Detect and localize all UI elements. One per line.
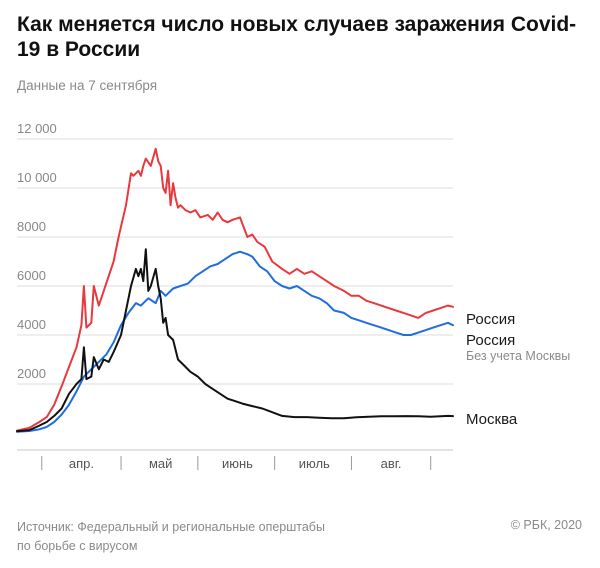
copyright: © РБК, 2020	[510, 518, 582, 532]
x-tick-label: авг.	[381, 456, 402, 471]
chart-title: Как меняется число новых случаев заражен…	[17, 13, 577, 61]
series-label: Россия	[466, 311, 515, 328]
series-line	[16, 250, 454, 433]
series-label: Россия	[466, 332, 515, 349]
line-chart: 2000 4000 6000 8000 10 000 12 000 апр. май июнь и…	[16, 121, 570, 471]
chart-subtitle: Данные на 7 сентября	[17, 78, 158, 93]
series-sublabel: Без учета Москвы	[466, 349, 570, 363]
source-line-2: по борьбе с вирусом	[17, 539, 138, 553]
source-note: Источник: Федеральный и региональные опе…	[17, 518, 417, 556]
series-line	[16, 147, 454, 432]
x-tick-label: апр.	[69, 456, 94, 471]
y-tick-label: 12 000	[17, 121, 57, 136]
x-tick-label: май	[149, 456, 172, 471]
y-tick-label: 10 000	[17, 170, 57, 185]
series-line	[16, 248, 454, 433]
x-tick-label: июль	[299, 456, 330, 471]
source-line-1: Источник: Федеральный и региональные опе…	[17, 520, 325, 534]
y-tick-label: 8000	[17, 219, 46, 234]
x-tick-label: июнь	[222, 456, 253, 471]
y-tick-label: 2000	[17, 366, 46, 381]
y-tick-label: 4000	[17, 317, 46, 332]
series-label: Москва	[466, 411, 518, 428]
y-tick-label: 6000	[17, 268, 46, 283]
